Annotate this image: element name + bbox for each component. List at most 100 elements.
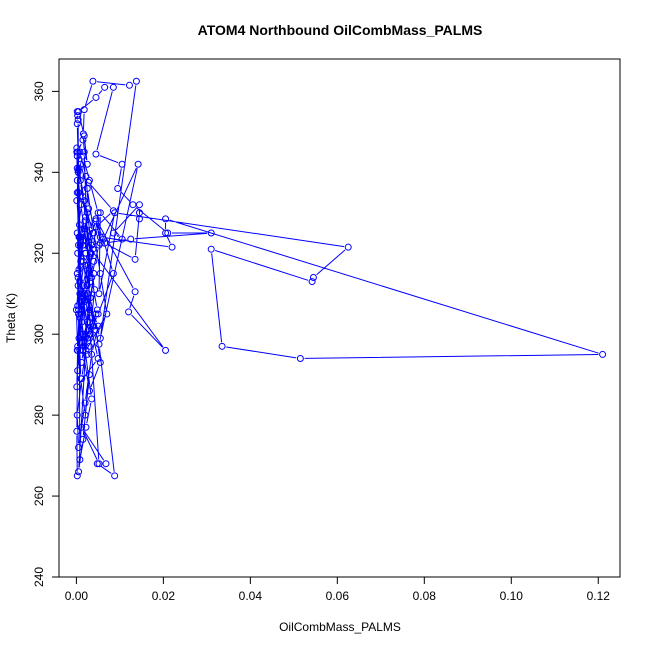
- data-point: [74, 302, 82, 310]
- data-point: [88, 314, 96, 322]
- x-tick-label: 0.08: [413, 589, 437, 603]
- data-point: [73, 197, 81, 205]
- data-point: [86, 278, 94, 286]
- x-tick-label: 0.04: [239, 589, 263, 603]
- data-point: [599, 350, 607, 358]
- data-point: [82, 249, 90, 257]
- data-point: [79, 294, 87, 302]
- data-point: [91, 286, 99, 294]
- data-point: [129, 201, 137, 209]
- data-point: [83, 160, 91, 168]
- data-point: [132, 77, 140, 85]
- data-point: [81, 399, 89, 407]
- data-point: [73, 144, 81, 152]
- data-point: [73, 176, 81, 184]
- data-point: [76, 314, 84, 322]
- data-point: [85, 371, 93, 379]
- data-point: [75, 468, 83, 476]
- data-points: [72, 77, 607, 480]
- data-point: [74, 168, 82, 176]
- y-tick-label: 300: [32, 324, 46, 344]
- x-tick-label: 0.02: [152, 589, 176, 603]
- data-point: [94, 322, 102, 330]
- data-point: [78, 298, 86, 306]
- data-point: [75, 265, 83, 273]
- y-tick-label: 240: [32, 567, 46, 587]
- data-point: [127, 235, 135, 243]
- data-point: [81, 342, 89, 350]
- data-point: [75, 233, 83, 241]
- x-axis-label: OilCombMass_PALMS: [279, 620, 401, 634]
- data-point: [109, 229, 117, 237]
- data-point: [162, 229, 170, 237]
- y-tick-label: 320: [32, 243, 46, 263]
- data-point: [109, 83, 117, 91]
- data-point: [131, 288, 139, 296]
- y-axis: 240 260 280 300 320 340 360: [32, 81, 60, 587]
- data-point: [111, 472, 119, 480]
- data-point: [82, 423, 90, 431]
- data-point: [73, 152, 81, 160]
- data-point: [96, 209, 104, 217]
- data-point: [74, 112, 82, 120]
- y-tick-label: 260: [32, 486, 46, 506]
- data-point: [76, 346, 84, 354]
- data-point: [95, 241, 103, 249]
- data-point: [207, 229, 215, 237]
- data-point: [309, 274, 317, 282]
- data-point: [125, 81, 133, 89]
- data-point: [74, 342, 82, 350]
- data-point: [79, 136, 87, 144]
- data-point: [80, 298, 88, 306]
- data-point: [90, 257, 98, 265]
- data-point: [83, 209, 91, 217]
- data-point: [82, 172, 90, 180]
- data-point: [73, 383, 81, 391]
- data-point: [84, 290, 92, 298]
- data-point: [92, 223, 100, 231]
- data-point: [162, 346, 170, 354]
- data-point: [92, 310, 100, 318]
- data-point: [96, 359, 104, 367]
- data-point: [77, 201, 85, 209]
- data-point: [83, 318, 91, 326]
- data-point: [77, 160, 85, 168]
- data-point: [114, 185, 122, 192]
- data-point: [85, 221, 93, 229]
- data-point: [92, 150, 100, 158]
- data-point: [308, 278, 316, 286]
- data-point: [118, 160, 126, 168]
- data-point: [79, 435, 87, 443]
- data-point: [77, 375, 85, 383]
- data-point: [81, 217, 89, 225]
- y-tick-label: 360: [32, 81, 46, 101]
- data-point: [74, 116, 82, 124]
- x-tick-label: 0.00: [65, 589, 89, 603]
- data-point: [92, 215, 100, 223]
- data-point: [81, 225, 89, 233]
- data-point: [74, 166, 82, 174]
- data-point: [85, 387, 93, 395]
- data-point: [85, 342, 93, 350]
- data-point: [89, 77, 97, 85]
- data-point: [73, 411, 81, 419]
- x-axis: 0.00 0.02 0.04 0.06 0.08 0.10 0.12: [65, 576, 610, 603]
- data-point: [78, 338, 86, 346]
- data-point: [89, 229, 97, 237]
- data-point: [84, 261, 92, 269]
- data-point: [82, 237, 90, 245]
- data-point: [78, 225, 86, 233]
- data-point: [87, 249, 95, 257]
- data-point: [93, 306, 101, 314]
- data-point: [86, 330, 94, 338]
- data-point: [81, 290, 89, 298]
- data-point: [207, 245, 215, 253]
- data-point: [79, 130, 87, 138]
- data-point: [80, 197, 88, 205]
- data-point: [77, 310, 85, 318]
- series-line: [76, 81, 599, 474]
- data-point: [296, 354, 304, 362]
- data-point: [109, 207, 117, 215]
- data-point: [85, 306, 93, 314]
